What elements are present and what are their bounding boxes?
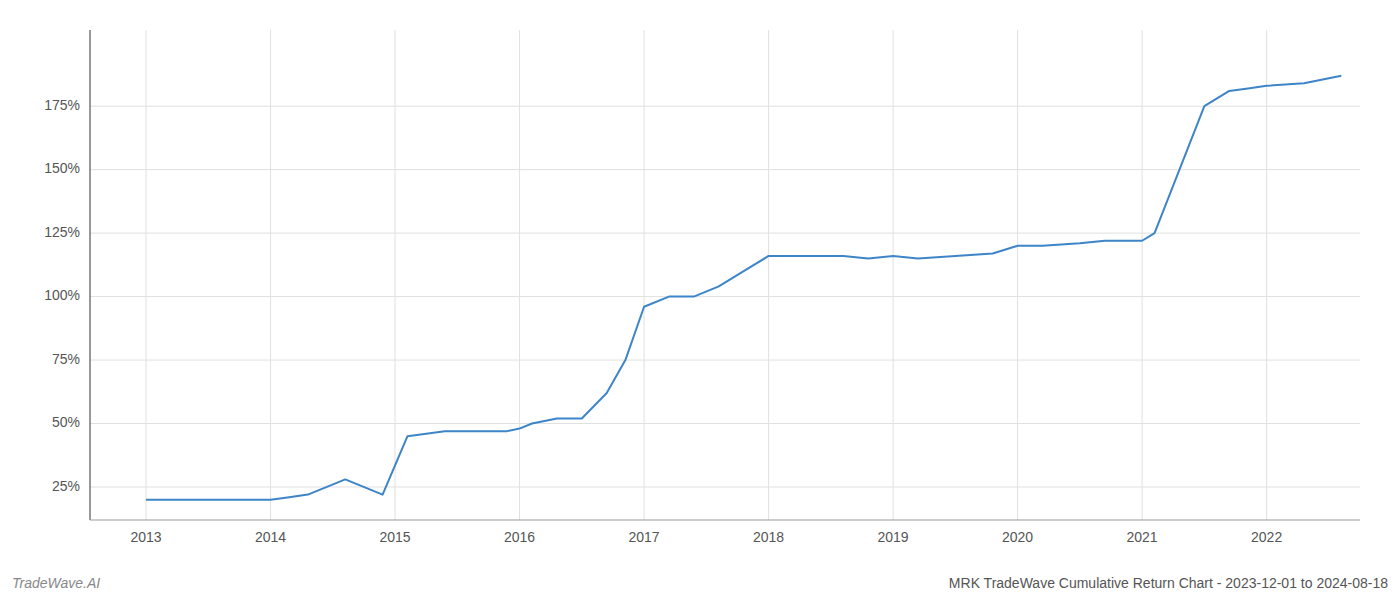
y-grid-line [90, 169, 1360, 170]
plot-area [146, 76, 1341, 500]
x-grid-line [1017, 30, 1018, 520]
x-grid-line [519, 30, 520, 520]
x-grid-line [768, 30, 769, 520]
x-axis-line [90, 520, 1360, 521]
y-grid-line [90, 423, 1360, 424]
y-tick-label: 75% [52, 351, 80, 367]
x-tick-label: 2014 [255, 529, 286, 545]
x-grid-line [644, 30, 645, 520]
x-grid-line [893, 30, 894, 520]
x-tick-label: 2017 [628, 529, 659, 545]
title: MRK TradeWave Cumulative Return Chart - … [949, 575, 1388, 591]
y-tick-label: 50% [52, 414, 80, 430]
x-tick-label: 2022 [1251, 529, 1282, 545]
x-tick-label: 2020 [1002, 529, 1033, 545]
watermark: TradeWave.AI [12, 575, 100, 591]
x-grid-line [270, 30, 271, 520]
x-tick-label: 2016 [504, 529, 535, 545]
x-grid-line [1266, 30, 1267, 520]
x-grid-line [1142, 30, 1143, 520]
y-grid-line [90, 106, 1360, 107]
y-grid-line [90, 486, 1360, 487]
chart: 25% 50% 75% 100% 125% 150% 175% 2013 2014 2015 201… [0, 0, 1400, 600]
y-tick-label: 125% [44, 224, 80, 240]
x-tick-label: 2013 [130, 529, 161, 545]
y-grid-line [90, 233, 1360, 234]
background [0, 0, 1400, 600]
y-grid-line [90, 296, 1360, 297]
x-tick-label: 2019 [878, 529, 909, 545]
x-tick-label: 2015 [379, 529, 410, 545]
y-grid-line [90, 360, 1360, 361]
data-line [146, 76, 1341, 500]
grid [90, 30, 1360, 520]
x-tick-label: 2021 [1127, 529, 1158, 545]
x-grid-line [395, 30, 396, 520]
y-axis-line [90, 30, 91, 520]
y-tick-label: 100% [44, 287, 80, 303]
y-tick-label: 150% [44, 160, 80, 176]
x-tick-label: 2018 [753, 529, 784, 545]
y-tick-label: 175% [44, 97, 80, 113]
y-tick-label: 25% [52, 478, 80, 494]
x-grid-line [146, 30, 147, 520]
